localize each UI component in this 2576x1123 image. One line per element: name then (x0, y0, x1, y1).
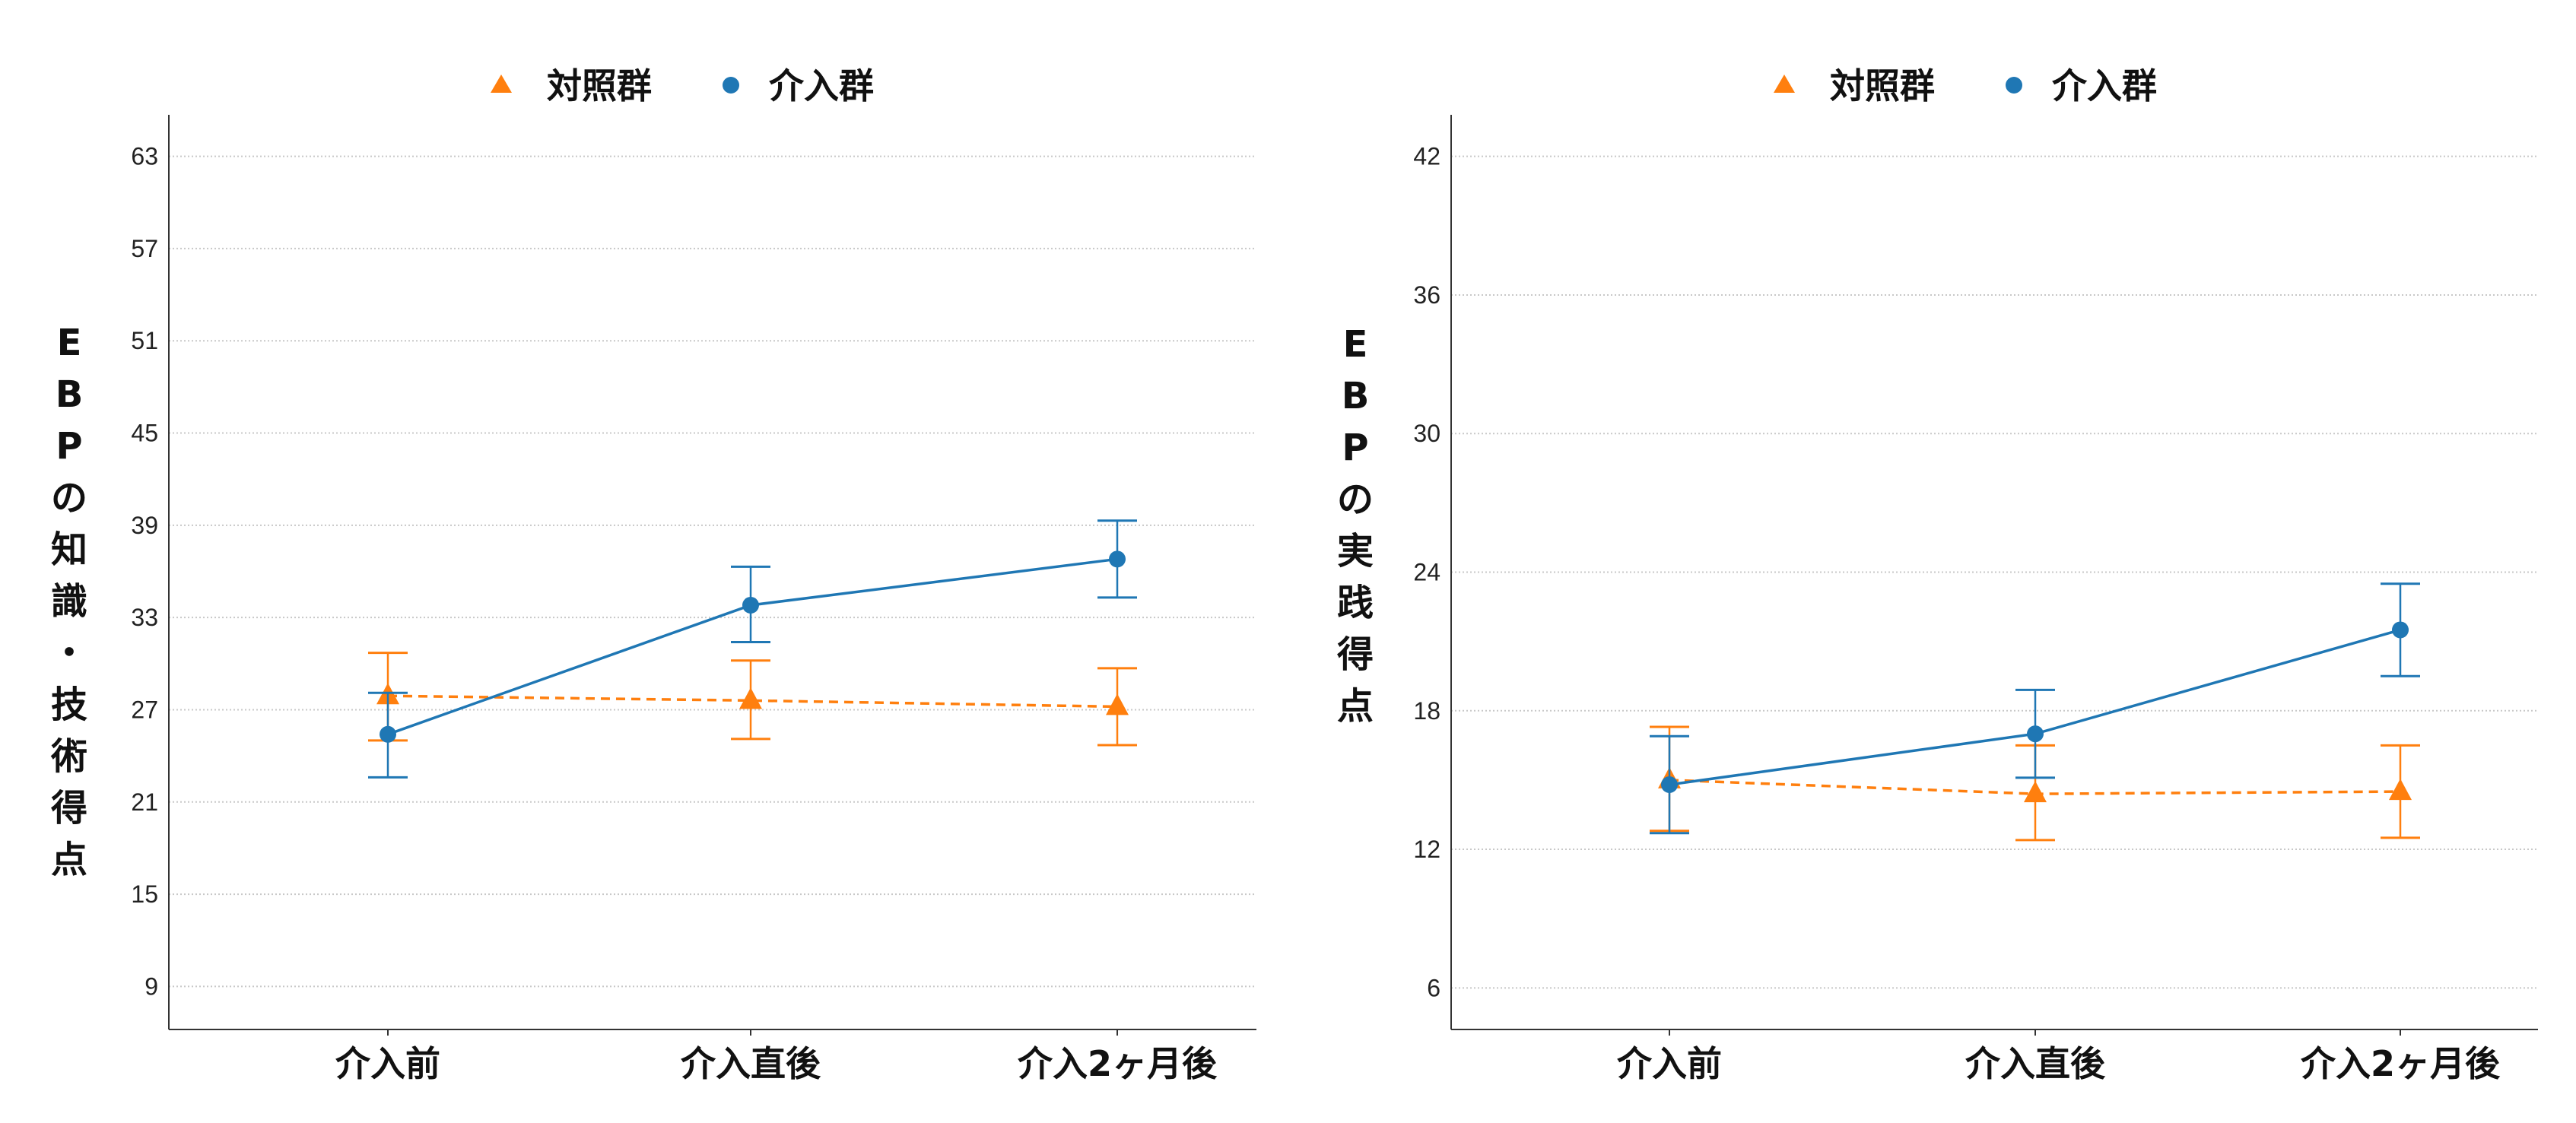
data-point-circle (1109, 550, 1126, 568)
data-point-circle (1661, 776, 1678, 793)
y-tick-label: 51 (131, 327, 158, 354)
y-tick-label: 15 (131, 880, 158, 908)
y-axis-label-char: 点 (51, 839, 87, 881)
y-tick-label: 6 (1427, 974, 1440, 1001)
y-axis-label-char: 点 (1337, 685, 1374, 728)
y-axis-label-char: ・ (51, 632, 87, 674)
y-axis-label-char: 技 (51, 684, 87, 726)
data-point-circle (2027, 725, 2044, 743)
data-point-triangle (739, 687, 762, 709)
y-tick-label: 39 (131, 512, 158, 539)
series-intervention (1650, 582, 2420, 835)
legend-label-intervention: 介入群 (2052, 65, 2157, 106)
x-tick-label: 介入前 (1617, 1043, 1722, 1084)
y-tick-label: 21 (131, 788, 158, 816)
data-point-triangle (2389, 779, 2412, 801)
data-point-circle (380, 725, 396, 743)
x-tick-label: 介入2ヶ月後 (2301, 1043, 2501, 1084)
y-axis-label-char: の (51, 477, 87, 519)
x-tick-label: 介入直後 (1965, 1043, 2106, 1084)
data-point-circle (742, 596, 759, 614)
x-tick-label: 介入直後 (681, 1043, 821, 1084)
y-tick-label: 36 (1413, 281, 1440, 309)
y-axis-label-char: 術 (50, 735, 87, 778)
y-axis-label-char: の (1337, 478, 1374, 521)
y-tick-label: 57 (131, 235, 158, 262)
x-tick-label: 介入前 (335, 1043, 440, 1084)
y-axis-label-char: 実 (1337, 530, 1374, 573)
legend-triangle-icon (491, 75, 512, 93)
y-axis-label-char: 得 (1337, 633, 1374, 676)
y-axis-label-char: B (1342, 375, 1370, 417)
y-tick-label: 9 (145, 972, 158, 1000)
legend-label-intervention: 介入群 (769, 65, 874, 106)
legend-triangle-icon (1774, 75, 1795, 93)
legend-label-control: 対照群 (547, 65, 652, 106)
y-tick-label: 27 (131, 696, 158, 723)
chart-panel-1: 9 15 21 27 33 39 45 51 57 63 介入前 介入直後 介入2ヶ月後 EBPの知識・技… (50, 65, 1256, 1084)
series-intervention (368, 519, 1137, 779)
y-tick-label: 12 (1413, 836, 1440, 863)
y-tick-label: 63 (131, 143, 158, 170)
y-axis-label-char: 識 (51, 580, 87, 623)
y-axis-label-char: E (57, 322, 82, 364)
legend: 対照群 介入群 (491, 65, 874, 106)
legend: 対照群 介入群 (1774, 65, 2157, 106)
data-point-circle (2392, 621, 2409, 639)
data-point-triangle (2024, 781, 2047, 803)
y-axis-label-char: 践 (1337, 582, 1374, 624)
y-tick-label: 18 (1413, 697, 1440, 725)
y-axis-label-char: E (1343, 323, 1368, 366)
legend-label-control: 対照群 (1830, 65, 1935, 106)
y-axis-label-char: 得 (51, 787, 87, 830)
legend-circle-icon (2006, 77, 2022, 94)
y-tick-label: 30 (1413, 420, 1440, 447)
y-tick-label: 24 (1413, 559, 1440, 586)
y-axis-label-char: P (1342, 427, 1368, 469)
x-tick-label: 介入2ヶ月後 (1018, 1043, 1218, 1084)
y-tick-label: 33 (131, 604, 158, 631)
y-axis-label-char: P (56, 425, 82, 468)
data-point-triangle (1106, 693, 1129, 715)
y-axis-label-char: B (56, 373, 84, 416)
y-axis-label-char: 知 (51, 528, 87, 571)
legend-circle-icon (723, 77, 739, 94)
y-tick-label: 42 (1413, 143, 1440, 170)
y-tick-label: 45 (131, 420, 158, 447)
